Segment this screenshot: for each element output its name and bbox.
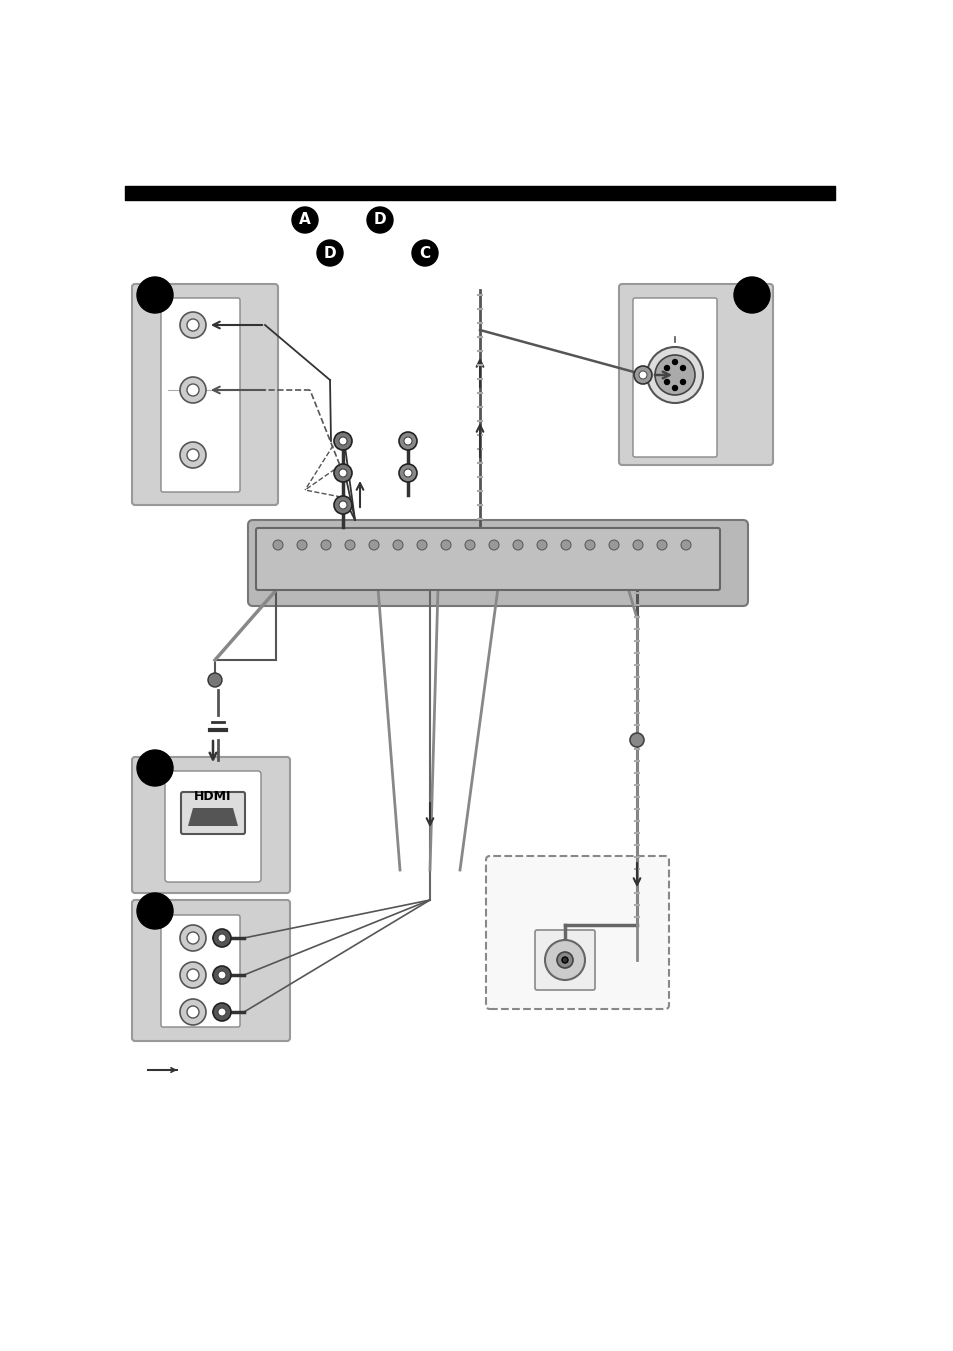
FancyBboxPatch shape <box>248 520 747 607</box>
Circle shape <box>416 540 427 550</box>
Circle shape <box>664 380 669 385</box>
FancyBboxPatch shape <box>132 757 290 893</box>
Circle shape <box>137 277 172 313</box>
FancyBboxPatch shape <box>161 915 240 1027</box>
Text: D: D <box>374 212 386 227</box>
Circle shape <box>646 347 702 403</box>
Polygon shape <box>188 808 237 825</box>
Circle shape <box>489 540 498 550</box>
Circle shape <box>187 384 199 396</box>
Circle shape <box>180 925 206 951</box>
Circle shape <box>657 540 666 550</box>
Circle shape <box>561 957 567 963</box>
Circle shape <box>218 1008 226 1016</box>
Circle shape <box>316 240 343 266</box>
Circle shape <box>608 540 618 550</box>
Circle shape <box>137 750 172 786</box>
Circle shape <box>187 969 199 981</box>
Circle shape <box>180 312 206 338</box>
Circle shape <box>338 436 347 444</box>
Text: A: A <box>299 212 311 227</box>
Text: C: C <box>419 246 430 261</box>
FancyBboxPatch shape <box>161 299 240 492</box>
Circle shape <box>213 966 231 984</box>
Circle shape <box>273 540 283 550</box>
Circle shape <box>334 496 352 513</box>
Circle shape <box>338 469 347 477</box>
Circle shape <box>213 929 231 947</box>
Circle shape <box>367 207 393 232</box>
Circle shape <box>345 540 355 550</box>
Circle shape <box>412 240 437 266</box>
Circle shape <box>218 971 226 979</box>
Circle shape <box>655 355 695 394</box>
Circle shape <box>680 540 690 550</box>
Circle shape <box>633 540 642 550</box>
Circle shape <box>137 893 172 929</box>
Circle shape <box>679 380 685 385</box>
Circle shape <box>334 463 352 482</box>
Circle shape <box>672 385 677 390</box>
FancyBboxPatch shape <box>618 284 772 465</box>
FancyBboxPatch shape <box>485 857 668 1009</box>
Circle shape <box>398 463 416 482</box>
FancyBboxPatch shape <box>132 284 277 505</box>
Circle shape <box>440 540 451 550</box>
Circle shape <box>537 540 546 550</box>
Circle shape <box>180 962 206 988</box>
Circle shape <box>733 277 769 313</box>
Text: D: D <box>323 246 336 261</box>
Circle shape <box>296 540 307 550</box>
Circle shape <box>393 540 402 550</box>
FancyBboxPatch shape <box>633 299 717 457</box>
Circle shape <box>629 734 643 747</box>
Circle shape <box>208 673 222 688</box>
Circle shape <box>464 540 475 550</box>
Circle shape <box>664 366 669 370</box>
Circle shape <box>584 540 595 550</box>
Circle shape <box>180 377 206 403</box>
Circle shape <box>403 436 412 444</box>
Circle shape <box>187 319 199 331</box>
FancyBboxPatch shape <box>165 771 261 882</box>
Circle shape <box>639 372 646 380</box>
Circle shape <box>634 366 651 384</box>
Circle shape <box>560 540 571 550</box>
Circle shape <box>398 432 416 450</box>
Text: HDMI: HDMI <box>194 790 232 804</box>
Circle shape <box>320 540 331 550</box>
FancyBboxPatch shape <box>535 929 595 990</box>
Circle shape <box>292 207 317 232</box>
Circle shape <box>557 952 573 969</box>
Circle shape <box>213 1002 231 1021</box>
Circle shape <box>338 501 347 509</box>
Circle shape <box>187 932 199 944</box>
Circle shape <box>403 469 412 477</box>
FancyBboxPatch shape <box>181 792 245 834</box>
FancyBboxPatch shape <box>255 528 720 590</box>
Circle shape <box>180 442 206 467</box>
Circle shape <box>187 1006 199 1019</box>
Circle shape <box>513 540 522 550</box>
Circle shape <box>672 359 677 365</box>
FancyBboxPatch shape <box>132 900 290 1042</box>
Circle shape <box>187 449 199 461</box>
Circle shape <box>544 940 584 979</box>
Circle shape <box>679 366 685 370</box>
Circle shape <box>218 934 226 942</box>
Circle shape <box>180 998 206 1025</box>
Circle shape <box>369 540 378 550</box>
Circle shape <box>334 432 352 450</box>
